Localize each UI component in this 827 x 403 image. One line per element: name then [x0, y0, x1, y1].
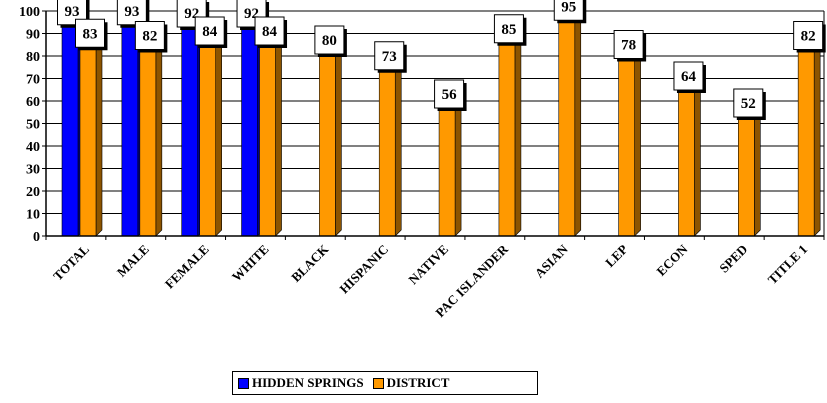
- bar: [558, 21, 576, 237]
- legend-label-hidden-springs: HIDDEN SPRINGS: [252, 375, 364, 390]
- data-label: 56: [442, 87, 458, 103]
- bar: [241, 28, 258, 237]
- bar: [319, 55, 336, 237]
- y-tick-label: 50: [26, 118, 40, 133]
- bar: [79, 48, 97, 237]
- legend-swatch-hidden-springs: [238, 377, 249, 389]
- bar-side: [574, 15, 582, 237]
- data-label: 93: [124, 4, 139, 20]
- bar-side: [215, 40, 222, 237]
- bar-side: [275, 40, 282, 237]
- data-label-box: [374, 41, 405, 71]
- x-category-label: ASIAN: [532, 241, 572, 281]
- legend-item-hidden-springs: HIDDEN SPRINGS: [238, 375, 364, 391]
- y-tick-label: 90: [26, 28, 40, 43]
- data-label-box: [673, 61, 704, 91]
- data-label-box: [553, 0, 584, 21]
- data-label: 82: [801, 29, 816, 45]
- data-label: 78: [621, 38, 636, 54]
- data-label: 85: [501, 22, 516, 38]
- bar: [678, 91, 695, 237]
- data-label-box: [134, 21, 165, 50]
- data-label-box: [793, 21, 824, 50]
- y-tick-label: 70: [26, 73, 40, 88]
- data-label: 84: [202, 24, 218, 40]
- x-category-label: NATIVE: [405, 242, 451, 288]
- bar: [199, 46, 216, 237]
- bar: [139, 51, 157, 237]
- bar: [738, 118, 755, 237]
- y-tick-label: 30: [26, 163, 40, 178]
- bar-side: [754, 112, 761, 237]
- bar: [181, 28, 198, 237]
- bar-side: [335, 49, 342, 237]
- data-label: 73: [382, 49, 397, 65]
- data-label: 95: [561, 0, 576, 15]
- x-category-label: MALE: [114, 242, 152, 280]
- bar: [121, 26, 139, 237]
- bar-side: [394, 65, 402, 237]
- x-category-label: HISPANIC: [336, 242, 391, 297]
- bar-side: [155, 44, 163, 237]
- x-category-label: FEMALE: [162, 242, 212, 292]
- x-category-label: BLACK: [288, 241, 332, 285]
- data-label: 52: [741, 96, 756, 112]
- bar: [61, 26, 79, 237]
- data-label-box: [733, 88, 764, 118]
- bar-side: [454, 103, 462, 237]
- data-label: 84: [262, 24, 278, 40]
- y-tick-label: 60: [26, 95, 40, 110]
- bar: [797, 51, 815, 237]
- data-label-box: [434, 79, 465, 109]
- x-category-label: LEP: [602, 241, 631, 270]
- bar: [498, 44, 516, 237]
- data-label-box: [493, 14, 524, 44]
- legend: HIDDEN SPRINGS DISTRICT: [232, 371, 538, 395]
- data-label: 80: [322, 33, 337, 49]
- data-label-box: [314, 25, 345, 55]
- data-label-box: [254, 16, 285, 46]
- bar: [438, 109, 456, 237]
- y-tick-label: 100: [19, 5, 40, 20]
- bar: [259, 46, 276, 237]
- x-category-label: SPED: [716, 242, 750, 276]
- bar: [618, 60, 635, 237]
- x-category-label: TITLE 1: [765, 242, 811, 288]
- legend-swatch-district: [372, 377, 384, 389]
- bars: [61, 15, 821, 237]
- x-category-label: WHITE: [229, 242, 272, 285]
- data-label: 83: [83, 26, 98, 42]
- x-axis: TOTAL MALE FEMALE WHITE BLACK HISPANIC NATIVEP…: [45, 235, 825, 320]
- y-tick-label: 80: [26, 50, 40, 65]
- y-tick-label: 40: [26, 140, 40, 155]
- data-label-box: [75, 18, 105, 48]
- bar-side: [813, 44, 821, 237]
- data-label: 64: [681, 69, 697, 85]
- bar-side: [634, 53, 641, 237]
- bar-side: [694, 85, 701, 237]
- data-label-box: [194, 16, 225, 46]
- bar-side: [95, 42, 103, 237]
- y-tick-label: 20: [26, 185, 40, 200]
- data-label-box: [613, 30, 644, 59]
- data-label: 93: [65, 4, 80, 20]
- y-tick-label: 0: [33, 230, 40, 245]
- data-label: 82: [142, 29, 157, 45]
- data-label-box: [116, 0, 147, 26]
- bar-side: [514, 38, 522, 237]
- y-axis: 0 10 20 30 40 50 60 70 80 90 100: [19, 5, 47, 245]
- y-tick-label: 10: [26, 208, 40, 223]
- legend-item-district: DISTRICT: [372, 375, 450, 391]
- x-category-label: ECON: [653, 241, 691, 279]
- legend-label-district: DISTRICT: [386, 375, 450, 390]
- x-category-label: TOTAL: [50, 241, 92, 283]
- bar: [378, 71, 396, 237]
